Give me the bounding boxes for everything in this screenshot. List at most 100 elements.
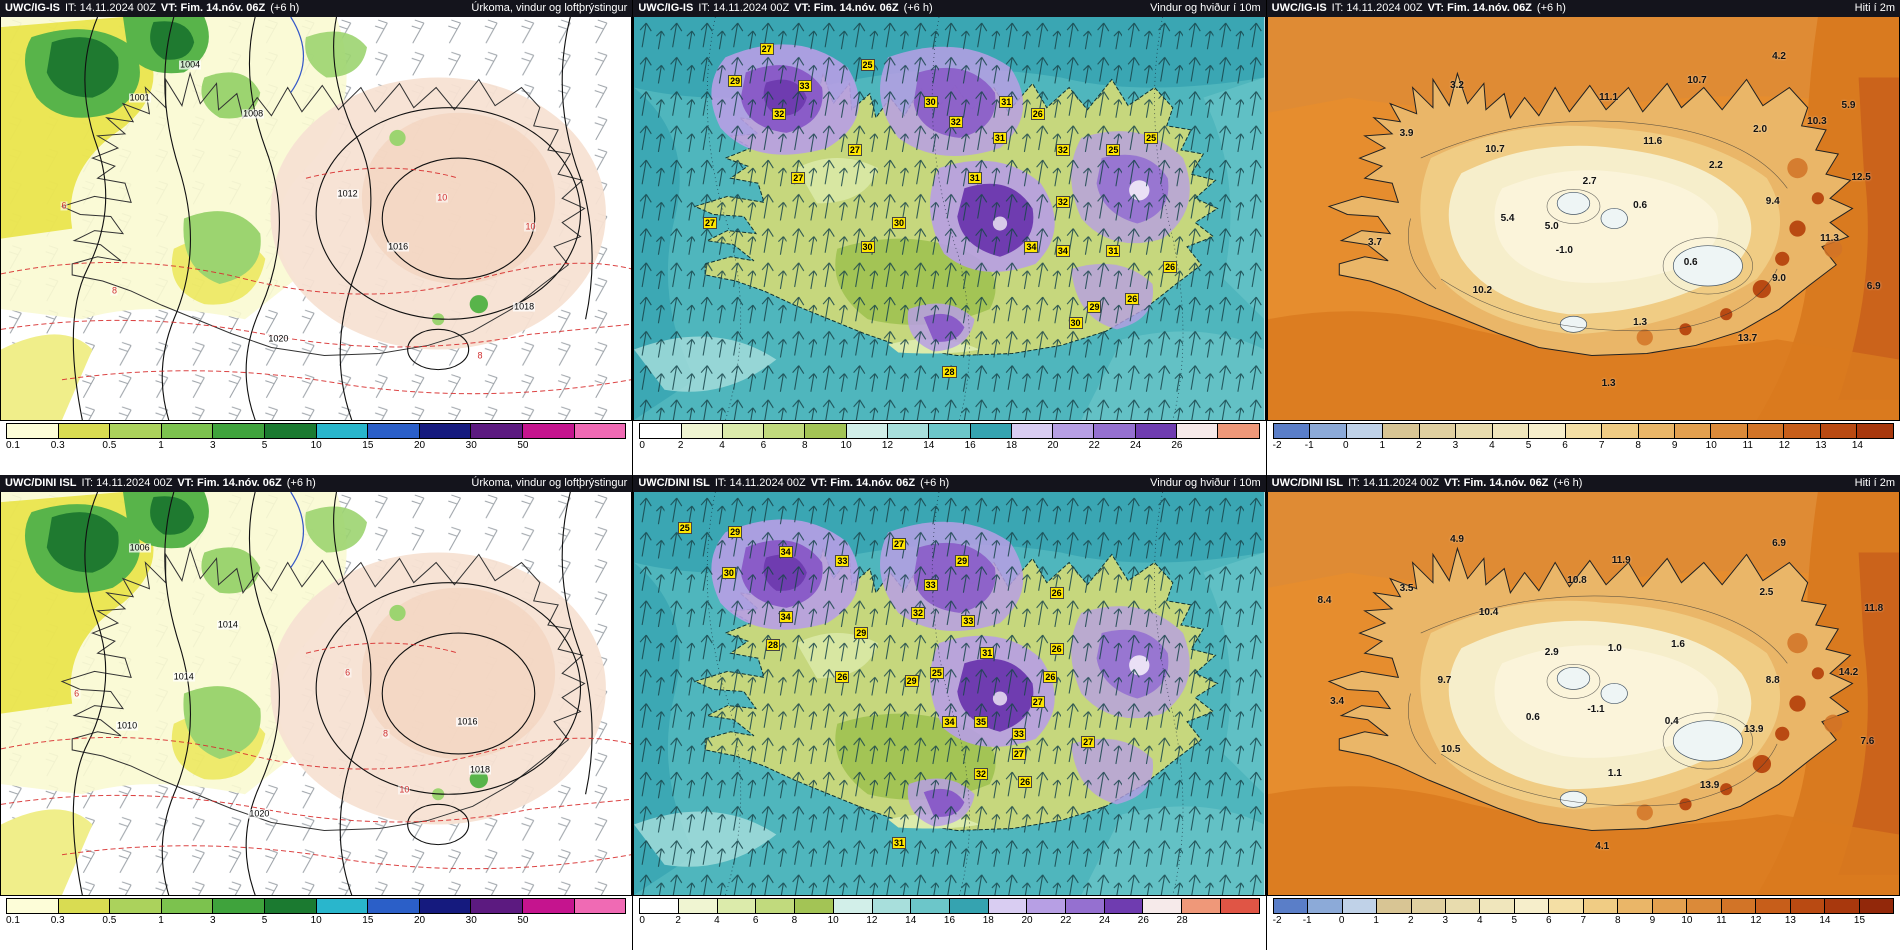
panel-header: UWC/IG-IS IT: 14.11.2024 00Z VT: Fim. 14… xyxy=(0,0,633,17)
precipitation-map xyxy=(1,492,631,895)
colorbar-segment xyxy=(1218,424,1259,438)
panel-title: Úrkoma, vindur og loftþrýstingur xyxy=(471,477,628,489)
colorbar-tick: 10 xyxy=(840,440,852,451)
colorbar-segment xyxy=(1602,424,1639,438)
colorbar-tick: 30 xyxy=(465,440,477,451)
panel-wind-dini: UWC/DINI ISL IT: 14.11.2024 00Z VT: Fim.… xyxy=(633,475,1267,950)
colorbar-tick: 0.1 xyxy=(6,440,20,451)
panel-header: UWC/DINI ISL IT: 14.11.2024 00Z VT: Fim.… xyxy=(633,475,1266,492)
colorbar-segment xyxy=(1342,899,1378,913)
colorbar-tick: 2 xyxy=(1407,915,1414,926)
colorbar-segment xyxy=(1674,424,1712,438)
colorbar-tick: 14 xyxy=(1851,440,1863,451)
colorbar-tick: 2 xyxy=(677,440,684,451)
colorbar-segment xyxy=(1310,424,1347,438)
colorbar-segment xyxy=(419,424,472,438)
colorbar-segment xyxy=(681,424,723,438)
map-area: 4.9 6.9 3.5 11.9 10.8 2.5 8.4 10.4 11.8 2.9 1.0 1.6… xyxy=(1266,492,1900,896)
lead-time: (+6 h) xyxy=(1553,477,1583,489)
colorbar-tick: 7 xyxy=(1598,440,1605,451)
colorbar-segment xyxy=(316,899,369,913)
colorbar-segment xyxy=(1529,424,1566,438)
wind-color-scale: 0 2 4 6 8 10 12 14 16 18 20 22 24 26 xyxy=(639,423,1260,452)
init-time: IT: 14.11.2024 00Z xyxy=(65,2,156,14)
colorbar-tick: 50 xyxy=(517,915,529,926)
colorbar-segment xyxy=(795,899,834,913)
colorbar-segment xyxy=(1308,899,1343,913)
colorbar-segment xyxy=(1857,424,1893,438)
colorbar-tick: 1 xyxy=(1373,915,1379,926)
colorbar-segment xyxy=(1825,899,1860,913)
colorbar-segment xyxy=(1411,899,1446,913)
colorbar-segment xyxy=(161,899,214,913)
colorbar-tick: 6 xyxy=(1562,440,1568,451)
colorbar-segment xyxy=(1618,899,1653,913)
colorbar-segment xyxy=(929,424,971,438)
colorbar-segment xyxy=(523,899,575,913)
colorbar-segment xyxy=(1094,424,1136,438)
colorbar-segment xyxy=(888,424,930,438)
temperature-color-scale: -2 -1 0 1 2 3 4 5 6 7 8 9 10 11 12 13 14 15 xyxy=(1272,898,1894,927)
colorbar-segment xyxy=(213,899,266,913)
init-time: IT: 14.11.2024 00Z xyxy=(1331,2,1423,14)
colorbar-segment xyxy=(1820,424,1858,438)
panel-header: UWC/IG-IS IT: 14.11.2024 00Z VT: Fim. 14… xyxy=(633,0,1266,17)
wind-color-scale: 0 2 4 6 8 10 12 14 16 18 20 22 24 26 28 xyxy=(639,898,1260,927)
colorbar-tick: 6 xyxy=(1546,915,1552,926)
panel-header: UWC/IG-IS IT: 14.11.2024 00Z VT: Fim. 14… xyxy=(1266,0,1900,17)
colorbar-tick: 5 xyxy=(1525,440,1532,451)
colorbar-segment xyxy=(1066,899,1105,913)
init-time: IT: 14.11.2024 00Z xyxy=(698,2,790,14)
colorbar-tick: 15 xyxy=(362,915,374,926)
valid-time: VT: Fim. 14.nóv. 06Z xyxy=(794,2,899,14)
colorbar-tick: 6 xyxy=(752,915,759,926)
colorbar-segment xyxy=(1638,424,1675,438)
colorbar-segment xyxy=(213,424,266,438)
colorbar-tick: 22 xyxy=(1060,915,1072,926)
colorbar-segment xyxy=(1721,899,1757,913)
colorbar-segment xyxy=(1711,424,1748,438)
colorbar-segment xyxy=(58,424,111,438)
init-time: IT: 14.11.2024 00Z xyxy=(81,477,173,489)
colorbar-segment xyxy=(640,899,680,913)
panel-temp-igis: UWC/IG-IS IT: 14.11.2024 00Z VT: Fim. 14… xyxy=(1266,0,1900,475)
colorbar-tick: 4 xyxy=(719,440,725,451)
colorbar-segment xyxy=(833,899,873,913)
colorbar-segment xyxy=(1446,899,1481,913)
colorbar-segment xyxy=(1053,424,1095,438)
colorbar-tick: 0.5 xyxy=(102,440,117,451)
colorbar-segment xyxy=(1687,899,1722,913)
colorbar-tick: -2 xyxy=(1272,440,1282,451)
colorbar-tick: 4 xyxy=(1489,440,1495,451)
colorbar-tick: 10 xyxy=(827,915,839,926)
colorbar-tick: 0 xyxy=(639,915,645,926)
colorbar-tick: 24 xyxy=(1130,440,1142,451)
lead-time: (+6 h) xyxy=(1536,2,1566,14)
colorbar-segment xyxy=(110,899,162,913)
colorbar-segment xyxy=(988,899,1028,913)
colorbar xyxy=(1272,898,1894,914)
colorbar-segment xyxy=(7,424,59,438)
colorbar-segment xyxy=(523,424,575,438)
panel-title: Hiti í 2m xyxy=(1854,2,1895,14)
colorbar-segment xyxy=(764,424,806,438)
colorbar xyxy=(6,898,627,914)
colorbar-segment xyxy=(640,424,682,438)
temperature-map xyxy=(1268,492,1899,895)
precipitation-color-scale: 0.1 0.3 0.5 1 3 5 10 15 20 30 50 xyxy=(6,423,627,452)
colorbar-tick: 8 xyxy=(1615,915,1621,926)
colorbar-tick: 15 xyxy=(1853,915,1866,926)
valid-time: VT: Fim. 14.nóv. 06Z xyxy=(1427,2,1532,14)
colorbar-segment xyxy=(1419,424,1457,438)
panel-title: Úrkoma, vindur og loftþrýstingur xyxy=(471,2,628,14)
precipitation-map xyxy=(1,17,631,420)
colorbar-segment xyxy=(1756,899,1791,913)
colorbar-tick: 2 xyxy=(675,915,681,926)
colorbar-segment xyxy=(1104,899,1144,913)
colorbar-segment xyxy=(574,899,626,913)
colorbar-tick: 3 xyxy=(1452,440,1459,451)
colorbar-tick: 4 xyxy=(714,915,720,926)
colorbar-tick: 14 xyxy=(923,440,935,451)
colorbar-segment xyxy=(805,424,847,438)
colorbar-segment xyxy=(1652,899,1688,913)
